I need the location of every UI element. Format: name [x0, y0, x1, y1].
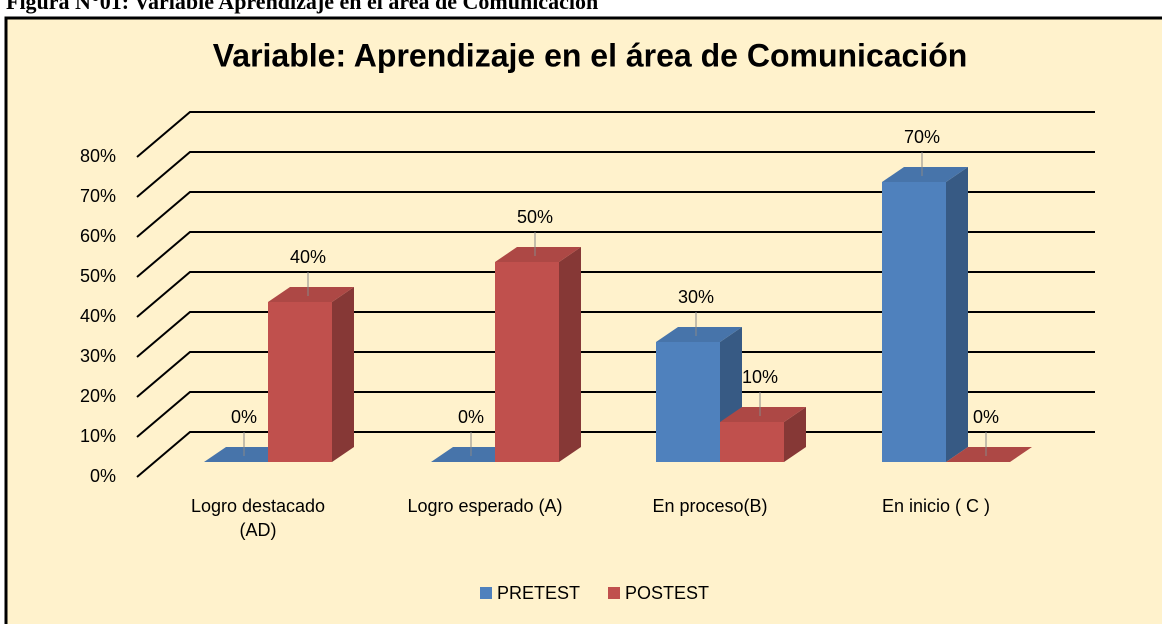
grid-line [136, 231, 1095, 278]
data-label: 10% [742, 367, 778, 387]
data-label: 30% [678, 287, 714, 307]
data-label: 50% [517, 207, 553, 227]
bar-side [332, 287, 354, 462]
bar-top [268, 287, 354, 302]
legend-swatch [480, 587, 492, 599]
chart-title: Variable: Aprendizaje en el área de Comu… [213, 37, 968, 73]
grid-line [136, 191, 1095, 238]
legend-swatch [608, 587, 620, 599]
data-label: 70% [904, 127, 940, 147]
data-label: 0% [458, 407, 484, 427]
x-tick-label: En proceso(B) [652, 496, 768, 516]
bar-side [946, 167, 968, 462]
legend-label: POSTEST [625, 583, 709, 603]
y-tick-label: 10% [80, 426, 116, 446]
legend-label: PRETEST [497, 583, 580, 603]
x-tick-label: Logro destacado (AD) [190, 496, 326, 540]
x-tick-label: En inicio ( C ) [881, 496, 991, 516]
bar-top [720, 407, 806, 422]
data-label: 0% [973, 407, 999, 427]
bar-top [495, 247, 581, 262]
grid-line [136, 311, 1095, 358]
bar-side [784, 407, 806, 462]
y-tick-label: 50% [80, 266, 116, 286]
bar [882, 182, 946, 462]
chart-frame [4, 16, 1162, 624]
grid-line [136, 271, 1095, 318]
y-tick-label: 40% [80, 306, 116, 326]
y-tick-label: 30% [80, 346, 116, 366]
bar [495, 262, 559, 462]
grid-line [136, 151, 1095, 198]
data-label: 40% [290, 247, 326, 267]
y-tick-label: 60% [80, 226, 116, 246]
y-tick-label: 70% [80, 186, 116, 206]
grid-line [136, 351, 1095, 398]
bar-side [559, 247, 581, 462]
bar [268, 302, 332, 462]
y-tick-label: 0% [90, 466, 116, 486]
bar [656, 342, 720, 462]
bar [720, 422, 784, 462]
bar-top [882, 167, 968, 182]
y-tick-label: 80% [80, 146, 116, 166]
bar-top [656, 327, 742, 342]
grid-line [136, 391, 1095, 438]
y-tick-label: 20% [80, 386, 116, 406]
figure-caption: Figura N°01: Variable Aprendizaje en el … [6, 0, 598, 14]
grid-line [136, 111, 1095, 158]
data-label: 0% [231, 407, 257, 427]
bar-top [946, 447, 1032, 462]
x-tick-label: Logro esperado (A) [407, 496, 563, 516]
